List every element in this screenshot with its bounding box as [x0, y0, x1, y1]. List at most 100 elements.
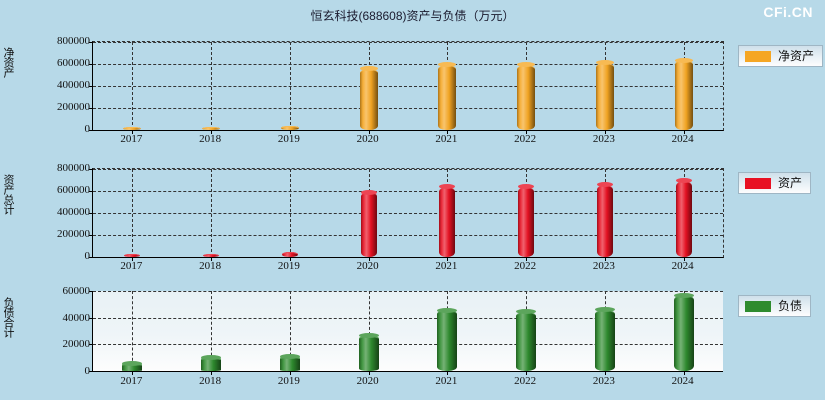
vertical-gridline [368, 291, 370, 371]
x-axis-tick [683, 130, 685, 134]
bar-cap [360, 189, 377, 195]
x-axis-tick-label: 2022 [514, 260, 537, 272]
bar [673, 295, 694, 371]
bar [123, 127, 142, 130]
legend-total-assets[interactable]: 资产 [738, 172, 812, 194]
bar [201, 357, 222, 371]
bar [437, 310, 458, 371]
gridline [93, 213, 723, 214]
vertical-gridline [132, 291, 134, 371]
y-axis-tick-label: 40000 [62, 311, 91, 324]
bar [439, 186, 456, 257]
bar-cap [674, 57, 693, 63]
x-axis-tick-label: 2020 [356, 133, 379, 145]
y-axis-tick-label: 600000 [57, 57, 90, 69]
x-axis-tick [211, 257, 213, 261]
x-axis-tick-label: 2021 [435, 260, 458, 272]
y-axis-tick [89, 108, 93, 109]
page-title: 恒玄科技(688608)资产与负债（万元） [310, 9, 515, 23]
bar [674, 60, 693, 130]
x-axis-tick [447, 257, 449, 261]
chart-panel-net-assets: 净资产 0 200000 400000 600000 800000 2017 2018 2019… [0, 25, 825, 155]
bar [280, 126, 299, 130]
legend-net-assets[interactable]: 净资产 [738, 45, 824, 67]
y-axis-tick-label: 400000 [57, 79, 90, 91]
bar [594, 309, 615, 371]
y-axis-tick-label: 0 [84, 250, 91, 262]
x-axis-tick-label: 2023 [592, 260, 615, 272]
legend-label: 负债 [778, 299, 803, 313]
vertical-gridline [211, 42, 213, 130]
x-axis-tick [604, 257, 606, 261]
x-axis-tick-label: 2018 [199, 133, 222, 145]
y-axis-tick-label: 400000 [57, 206, 90, 218]
vertical-gridline [211, 169, 213, 257]
x-axis-tick [289, 257, 291, 261]
y-axis-tick-label: 0 [84, 123, 91, 135]
gridline [93, 64, 723, 65]
x-axis-tick-label: 2022 [514, 375, 537, 387]
y-axis-tick [89, 64, 93, 65]
x-axis-tick [289, 130, 291, 134]
x-axis-tick [368, 257, 370, 261]
chart-panel-liabilities: 负债合计 0 20000 40000 60000 2017 2018 2019 2020 2021… [0, 280, 825, 398]
y-axis-tick [89, 235, 93, 236]
x-axis-tick-label: 2018 [199, 260, 222, 272]
gridline [93, 86, 723, 87]
legend-label: 资产 [778, 176, 803, 190]
y-axis-tick-label: 800000 [57, 162, 90, 174]
chart-panel-total-assets: 资产总计 0 200000 400000 600000 800000 2017 2018 201… [0, 155, 825, 280]
bar-cap [595, 60, 614, 66]
x-axis-tick [289, 371, 291, 375]
x-axis-tick-label: 2019 [277, 375, 300, 387]
y-axis-tick [89, 86, 93, 87]
bar [122, 363, 143, 371]
bar [517, 64, 536, 130]
bar [438, 64, 457, 130]
x-axis-tick [132, 130, 134, 134]
vertical-gridline [132, 42, 134, 130]
bar [518, 186, 535, 257]
bar [596, 184, 613, 257]
x-axis-tick-label: 2024 [671, 260, 694, 272]
bar-cap [596, 182, 613, 188]
bar [202, 127, 221, 130]
bar [360, 192, 377, 257]
y-axis-tick [89, 291, 93, 292]
y-axis-tick [89, 130, 93, 131]
x-axis-tick-label: 2017 [120, 260, 143, 272]
bar-cap [279, 354, 300, 360]
bar-cap [594, 307, 615, 313]
bar-cap [437, 307, 458, 313]
bar-cap [516, 309, 537, 315]
gridline [93, 344, 723, 346]
y-axis-tick-label: 200000 [57, 228, 90, 240]
bar [124, 254, 141, 257]
x-axis-tick [211, 130, 213, 134]
x-axis-tick-label: 2021 [435, 133, 458, 145]
x-axis-tick [211, 371, 213, 375]
bar [675, 180, 692, 257]
bar-cap [675, 178, 692, 184]
x-axis-tick [132, 257, 134, 261]
y-axis-tick-label: 20000 [62, 338, 91, 351]
y-axis-title: 资产总计 [2, 174, 14, 214]
x-axis-tick-label: 2021 [435, 375, 458, 387]
x-axis-tick-label: 2019 [277, 260, 300, 272]
y-axis-title: 负债合计 [2, 297, 14, 337]
x-axis-tick-label: 2019 [277, 133, 300, 145]
gridline [93, 108, 723, 109]
y-axis-tick-label: 0 [84, 365, 91, 377]
bar [358, 335, 379, 371]
y-axis-tick [89, 371, 93, 372]
y-axis-tick [89, 344, 93, 346]
legend-liabilities[interactable]: 负债 [738, 295, 812, 317]
x-axis-tick [526, 130, 528, 134]
y-axis-tick-label: 60000 [62, 285, 91, 297]
bar-cap [201, 355, 222, 361]
x-axis-tick-label: 2017 [120, 133, 143, 145]
bar [203, 254, 220, 257]
watermark-logo: CFi.CN [763, 4, 813, 20]
y-axis-tick [89, 213, 93, 214]
y-axis-tick [89, 317, 93, 319]
